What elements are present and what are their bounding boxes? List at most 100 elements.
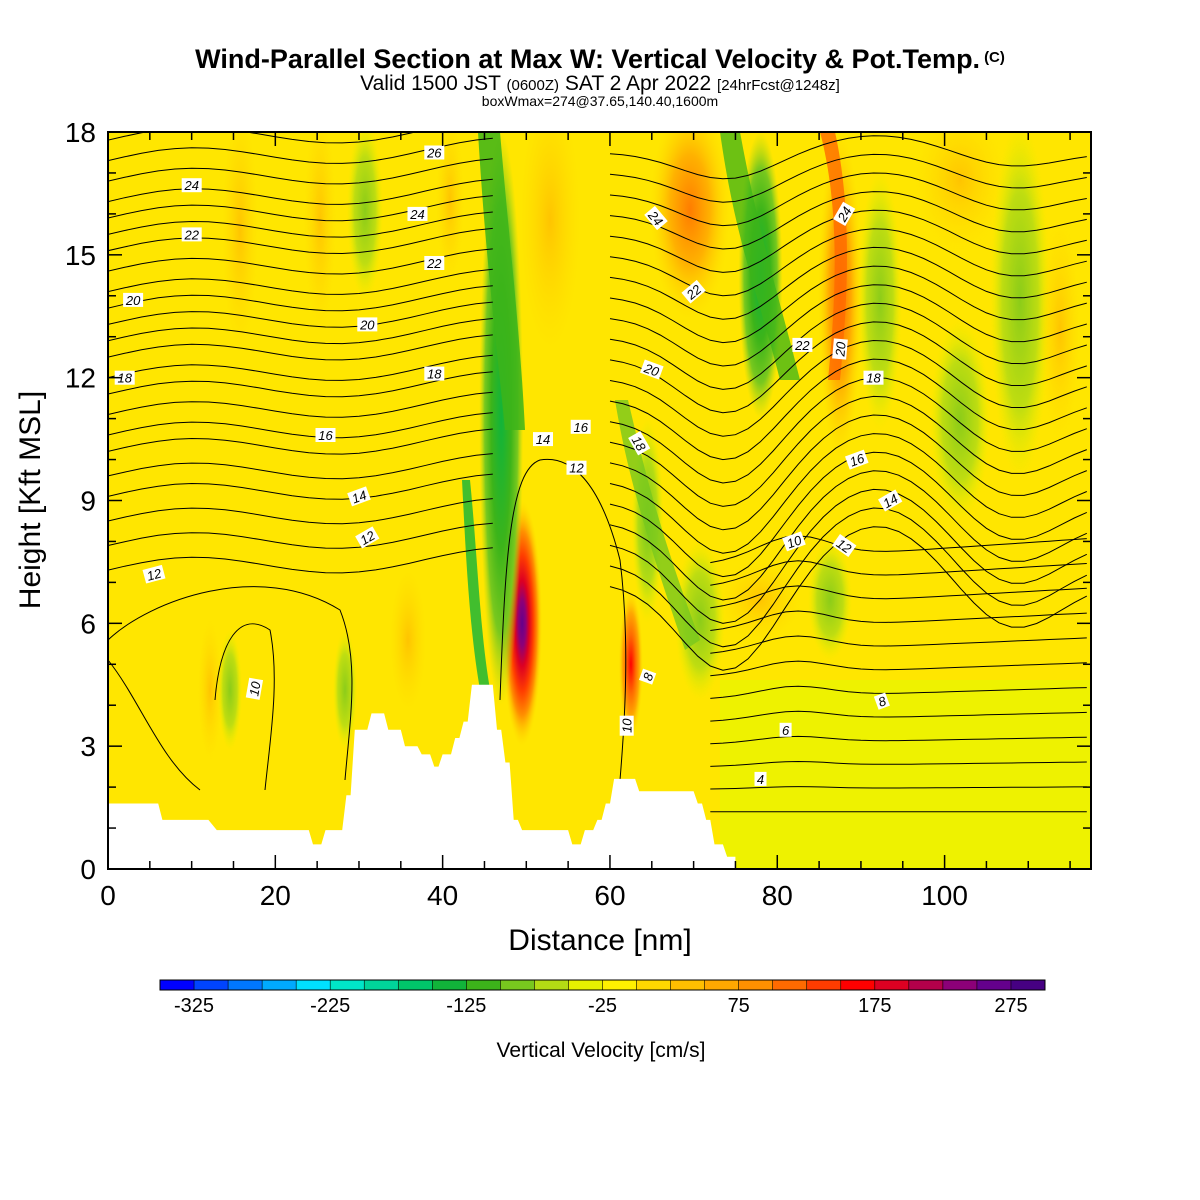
contour-label-text: 10 [785,532,804,551]
contour-label-bg [570,419,591,434]
contour-label-text: 12 [569,461,584,476]
contour-label-18: 16 [315,428,336,443]
contour-label-text: 20 [832,340,848,357]
theta-contour-west-4 [108,178,493,205]
contour-label-bg [863,370,884,385]
contour-label-text: 12 [145,565,164,583]
contour-label-text: 22 [794,338,810,353]
contour-label-bg [245,677,264,700]
contour-label-text: 18 [427,367,442,382]
theta-contour-east-6 [609,433,1087,554]
contour-label-bg [873,692,890,710]
contour-label-text: 22 [426,256,442,271]
contour-label-bg [123,292,144,307]
x-axis-title: Distance [nm] [508,924,691,957]
y-tick-label: 9 [80,486,96,517]
theta-contour-west-low-2 [108,659,201,791]
x-tick-label: 80 [762,880,793,911]
contour-label-text: 16 [573,420,588,435]
theta-contour-east-9 [609,377,1087,484]
theta-contour-east-19 [609,191,1087,250]
colorbar-swatch-23 [908,980,944,990]
contour-label-text: 20 [125,293,141,308]
terrain-mask [108,684,736,869]
theta-contour-west-3 [108,158,493,185]
contour-label-7: 22 [424,256,445,271]
contour-label-bg [832,338,848,360]
y-tick-label: 6 [80,608,96,639]
theta-contour-west-17 [108,412,493,439]
theta-contour-west-15 [108,371,493,398]
contour-label-bg [831,534,857,557]
theta-contour-east-22 [609,135,1087,180]
contour-label-20: 16 [845,449,869,470]
contour-label-text: 10 [246,680,263,698]
updraft-band-east [820,132,847,380]
valid-time-line: Valid 1500 JST (0600Z) SAT 2 Apr 2022 [2… [0,72,1200,96]
contour-label-13: 20 [832,338,849,360]
colorbar-swatch-14 [602,980,638,990]
theta-contour-west-low [108,586,353,781]
colorbar-swatch-24 [942,980,978,990]
forecast-info: [24hrFcst@1248z] [717,77,840,94]
theta-contour-east-20 [609,172,1087,227]
theta-contour-lowlevel-11 [710,560,1087,586]
theta-contour-east-11 [609,339,1087,437]
contour-label-1: 26 [424,145,445,161]
downdraft-band-mid [615,400,700,650]
colorbar-swatch-4 [262,980,297,990]
theta-contour-west-20 [108,473,493,500]
colorbar-swatch-21 [840,980,876,990]
contour-label-bg [142,564,166,584]
theta-contour-west-6 [108,211,493,238]
theta-contour-lowlevel-10 [710,585,1087,609]
contour-label-bg [357,317,378,332]
contour-label-19: 16 [570,419,591,435]
colorbar-tick-label: 275 [994,995,1027,1017]
velocity-field-lowlevel-east [720,680,1091,869]
contour-label-bg [355,526,380,549]
theta-contour-lowlevel-3 [710,760,1087,767]
colorbar-tick-label: 75 [728,995,750,1017]
contour-label-bg [181,227,202,242]
contour-label-text: 24 [834,204,855,225]
contour-label-6: 22 [181,227,202,242]
theta-contour-west-18 [108,428,493,455]
contour-label-23: 14 [878,489,903,512]
contour-label-21: 14 [347,486,371,507]
colorbar-swatch-11 [500,980,535,990]
contour-label-25: 12 [566,460,587,476]
contour-label-2: 24 [181,178,202,193]
theta-contour-east-1 [609,526,1088,671]
axis-ticks [107,131,1091,870]
contour-label-30: 10 [782,531,806,552]
theta-contour-west-7 [108,227,493,255]
downdraft-band-low [462,480,492,700]
box-wmax-text: boxWmax=274@37.65,140.40,1600m [481,93,719,109]
theta-contour-east-15 [609,265,1087,344]
theta-contour-east-2 [609,507,1088,648]
theta-contour-east-21 [609,153,1087,203]
contour-label-17: 18 [863,370,884,386]
theta-contour-west-9 [108,268,493,295]
theta-contour-east-17 [609,228,1087,297]
contour-label-15: 18 [424,366,445,382]
contour-label-10: 20 [123,292,144,308]
contour-label-bg [424,256,445,270]
colorbar-swatch-17 [704,980,740,990]
contour-label-text: 26 [426,146,442,161]
theta-contour-east-4 [609,470,1088,601]
colorbar-swatch-5 [296,980,331,990]
contour-label-32: 8 [873,692,890,710]
box-wmax-line: boxWmax=274@37.65,140.40,1600m [0,93,1200,109]
x-tick-label: 40 [427,880,458,911]
contour-label-33: 6 [779,722,792,738]
downdraft-band-east [720,132,800,380]
contour-label-bg [114,370,135,385]
colorbar-swatch-1 [160,980,195,990]
contour-label-bg [833,201,856,227]
colorbar-tick-label: 175 [858,995,891,1017]
colorbar-swatch-7 [364,980,399,990]
